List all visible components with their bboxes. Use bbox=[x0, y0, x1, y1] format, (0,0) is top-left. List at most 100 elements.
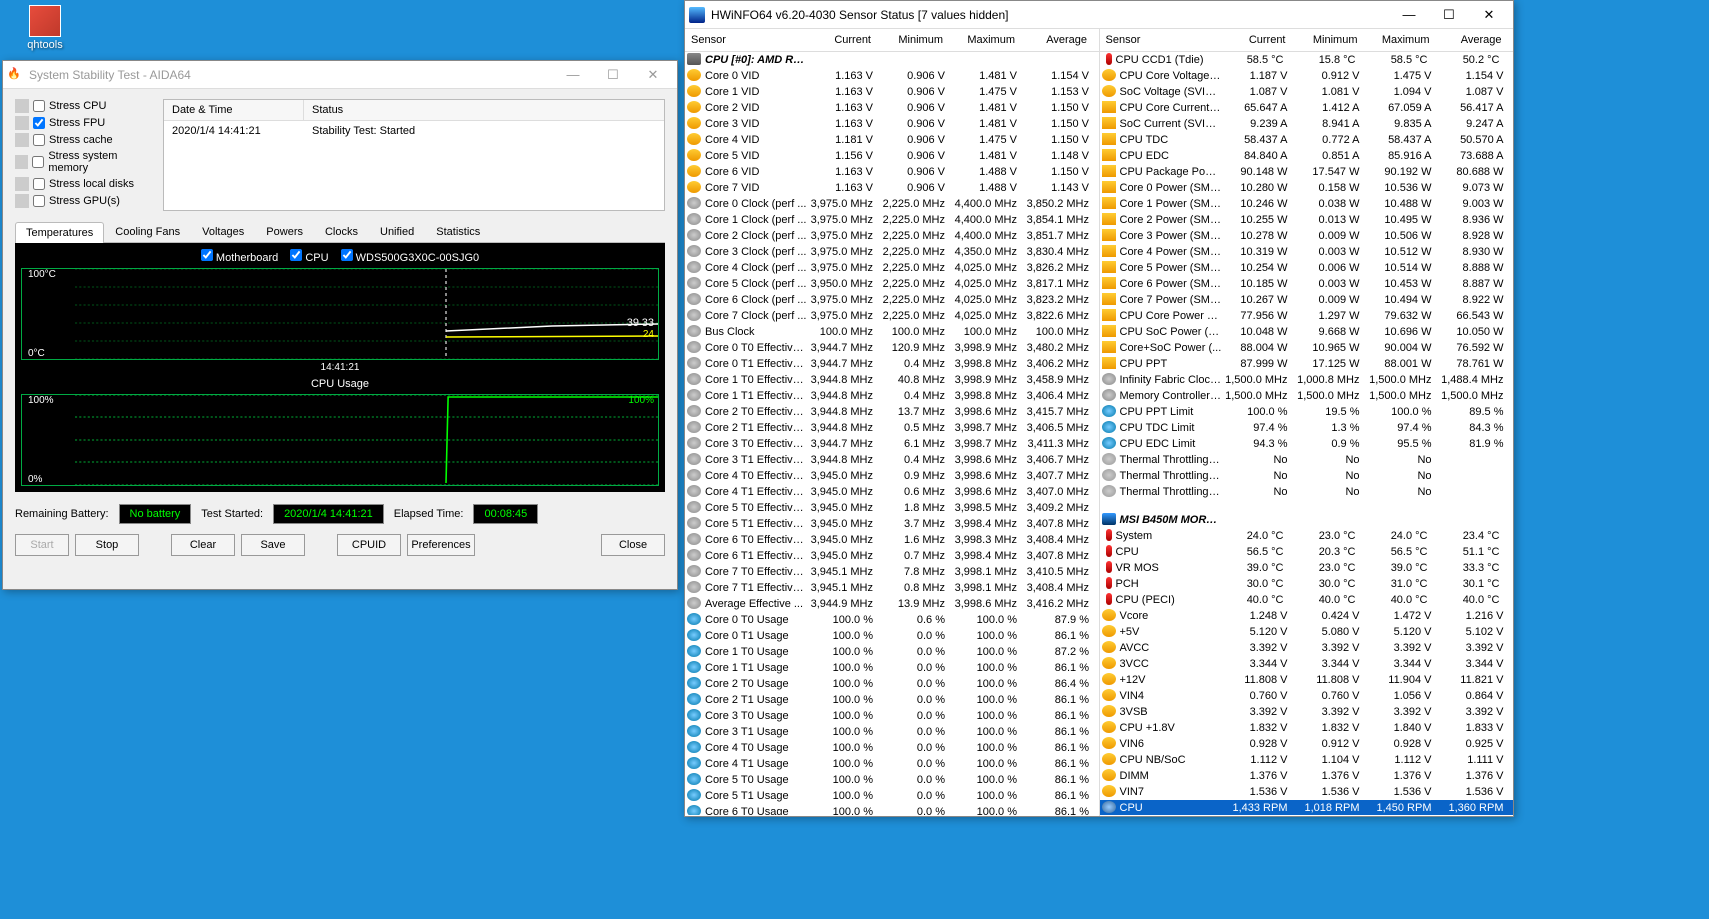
tab-statistics[interactable]: Statistics bbox=[425, 221, 491, 242]
legend-motherboard[interactable]: Motherboard bbox=[201, 252, 278, 264]
stress-check-0[interactable]: Stress CPU bbox=[15, 99, 155, 113]
column-header-current[interactable]: Current bbox=[1220, 29, 1292, 51]
sensor-row[interactable]: CPU Package Powe...90.148 W17.547 W90.19… bbox=[1100, 164, 1514, 180]
tab-clocks[interactable]: Clocks bbox=[314, 221, 369, 242]
sensor-row[interactable]: CPU Core Power (S...77.956 W1.297 W79.63… bbox=[1100, 308, 1514, 324]
sensor-row[interactable]: Core 6 T0 Effective...3,945.0 MHz1.6 MHz… bbox=[685, 532, 1099, 548]
column-header-minimum[interactable]: Minimum bbox=[877, 29, 949, 51]
column-header-maximum[interactable]: Maximum bbox=[949, 29, 1021, 51]
sensor-row[interactable]: Core 1 Clock (perf ...3,975.0 MHz2,225.0… bbox=[685, 212, 1099, 228]
sensor-row[interactable]: CPU Core Current (...65.647 A1.412 A67.0… bbox=[1100, 100, 1514, 116]
sensor-row[interactable]: CPU Core Voltage (...1.187 V0.912 V1.475… bbox=[1100, 68, 1514, 84]
sensor-row[interactable]: CPU PPT87.999 W17.125 W88.001 W78.761 W bbox=[1100, 356, 1514, 372]
column-header-sensor[interactable]: Sensor bbox=[1100, 29, 1220, 51]
sensor-row[interactable]: Core 2 T1 Effective...3,944.8 MHz0.5 MHz… bbox=[685, 420, 1099, 436]
sensor-row[interactable]: Core 3 T0 Effective...3,944.7 MHz6.1 MHz… bbox=[685, 436, 1099, 452]
tab-voltages[interactable]: Voltages bbox=[191, 221, 255, 242]
sensor-row[interactable]: Core 3 Clock (perf ...3,975.0 MHz2,225.0… bbox=[685, 244, 1099, 260]
sensor-row[interactable]: Memory Controller ...1,500.0 MHz1,500.0 … bbox=[1100, 388, 1514, 404]
stress-check-2[interactable]: Stress cache bbox=[15, 133, 155, 147]
sensor-row[interactable]: 3VCC3.344 V3.344 V3.344 V3.344 V bbox=[1100, 656, 1514, 672]
sensor-row[interactable]: CPU SoC Power (SV...10.048 W9.668 W10.69… bbox=[1100, 324, 1514, 340]
stress-check-1[interactable]: Stress FPU bbox=[15, 116, 155, 130]
sensor-row[interactable]: Core 3 T0 Usage100.0 %0.0 %100.0 %86.1 % bbox=[685, 708, 1099, 724]
sensor-row[interactable]: Core 7 Power (SMU)10.267 W0.009 W10.494 … bbox=[1100, 292, 1514, 308]
sensor-row[interactable]: Core 6 T1 Effective...3,945.0 MHz0.7 MHz… bbox=[685, 548, 1099, 564]
sensor-row[interactable]: CPU EDC Limit94.3 %0.9 %95.5 %81.9 % bbox=[1100, 436, 1514, 452]
sensor-row[interactable]: Core 1 Power (SMU)10.246 W0.038 W10.488 … bbox=[1100, 196, 1514, 212]
sensor-row[interactable]: MSI B450M MORTA... bbox=[1100, 512, 1514, 528]
sensor-row[interactable]: Core 5 T0 Effective...3,945.0 MHz1.8 MHz… bbox=[685, 500, 1099, 516]
sensor-row[interactable]: Core 7 T1 Effective...3,945.1 MHz0.8 MHz… bbox=[685, 580, 1099, 596]
sensor-row[interactable]: Core 2 Power (SMU)10.255 W0.013 W10.495 … bbox=[1100, 212, 1514, 228]
stress-check-3[interactable]: Stress system memory bbox=[15, 150, 155, 174]
sensor-row[interactable]: 3VSB3.392 V3.392 V3.392 V3.392 V bbox=[1100, 704, 1514, 720]
clear-button[interactable]: Clear bbox=[171, 534, 235, 556]
sensor-row[interactable]: Core 4 T1 Usage100.0 %0.0 %100.0 %86.1 % bbox=[685, 756, 1099, 772]
sensor-row[interactable]: Core 4 Power (SMU)10.319 W0.003 W10.512 … bbox=[1100, 244, 1514, 260]
sensor-row[interactable]: Core 2 T0 Effective...3,944.8 MHz13.7 MH… bbox=[685, 404, 1099, 420]
sensor-row[interactable]: Core 7 VID1.163 V0.906 V1.488 V1.143 V bbox=[685, 180, 1099, 196]
sensor-row[interactable]: AVCC3.392 V3.392 V3.392 V3.392 V bbox=[1100, 640, 1514, 656]
preferences-button[interactable]: Preferences bbox=[407, 534, 475, 556]
sensor-row[interactable]: System24.0 °C23.0 °C24.0 °C23.4 °C bbox=[1100, 528, 1514, 544]
sensor-row[interactable]: Average Effective ...3,944.9 MHz13.9 MHz… bbox=[685, 596, 1099, 612]
sensor-row[interactable]: VIN40.760 V0.760 V1.056 V0.864 V bbox=[1100, 688, 1514, 704]
sensor-row[interactable]: +5V5.120 V5.080 V5.120 V5.102 V bbox=[1100, 624, 1514, 640]
tab-cooling-fans[interactable]: Cooling Fans bbox=[104, 221, 191, 242]
close-dialog-button[interactable]: Close bbox=[601, 534, 665, 556]
sensor-row[interactable]: Core 2 VID1.163 V0.906 V1.481 V1.150 V bbox=[685, 100, 1099, 116]
sensor-row[interactable]: PCH30.0 °C30.0 °C31.0 °C30.1 °C bbox=[1100, 576, 1514, 592]
sensor-row[interactable]: Core 1 VID1.163 V0.906 V1.475 V1.153 V bbox=[685, 84, 1099, 100]
column-header-sensor[interactable]: Sensor bbox=[685, 29, 805, 51]
sensor-row[interactable]: Core 0 T1 Usage100.0 %0.0 %100.0 %86.1 % bbox=[685, 628, 1099, 644]
sensor-row[interactable]: VIN60.928 V0.912 V0.928 V0.925 V bbox=[1100, 736, 1514, 752]
sensor-row[interactable]: CPU EDC84.840 A0.851 A85.916 A73.688 A bbox=[1100, 148, 1514, 164]
column-header-current[interactable]: Current bbox=[805, 29, 877, 51]
sensor-row[interactable]: Core 0 VID1.163 V0.906 V1.481 V1.154 V bbox=[685, 68, 1099, 84]
sensor-row[interactable]: Core 3 T1 Usage100.0 %0.0 %100.0 %86.1 % bbox=[685, 724, 1099, 740]
stress-check-5[interactable]: Stress GPU(s) bbox=[15, 194, 155, 208]
sensor-row[interactable]: Core 0 T0 Effective...3,944.7 MHz120.9 M… bbox=[685, 340, 1099, 356]
sensor-row[interactable]: Core 0 T0 Usage100.0 %0.6 %100.0 %87.9 % bbox=[685, 612, 1099, 628]
column-header-maximum[interactable]: Maximum bbox=[1364, 29, 1436, 51]
sensor-row[interactable]: Core 2 Clock (perf ...3,975.0 MHz2,225.0… bbox=[685, 228, 1099, 244]
sensor-row[interactable]: Core 1 T0 Effective...3,944.8 MHz40.8 MH… bbox=[685, 372, 1099, 388]
legend-cpu[interactable]: CPU bbox=[290, 252, 328, 264]
sensor-row[interactable]: Infinity Fabric Clock...1,500.0 MHz1,000… bbox=[1100, 372, 1514, 388]
sensor-row[interactable]: CPU NB/SoC1.112 V1.104 V1.112 V1.111 V bbox=[1100, 752, 1514, 768]
column-header-minimum[interactable]: Minimum bbox=[1292, 29, 1364, 51]
maximize-button[interactable]: ☐ bbox=[1429, 1, 1469, 29]
sensor-row[interactable]: CPU PPT Limit100.0 %19.5 %100.0 %89.5 % bbox=[1100, 404, 1514, 420]
sensor-row[interactable]: Core 0 T1 Effective...3,944.7 MHz0.4 MHz… bbox=[685, 356, 1099, 372]
sensor-row[interactable]: Core 0 Power (SMU)10.280 W0.158 W10.536 … bbox=[1100, 180, 1514, 196]
sensor-row[interactable]: Core 2 T1 Usage100.0 %0.0 %100.0 %86.1 % bbox=[685, 692, 1099, 708]
sensor-row[interactable]: CPU (PECI)40.0 °C40.0 °C40.0 °C40.0 °C bbox=[1100, 592, 1514, 608]
sensor-row[interactable]: Core 6 Power (SMU)10.185 W0.003 W10.453 … bbox=[1100, 276, 1514, 292]
sensor-row[interactable]: CPU [#0]: AMD Ryz... bbox=[685, 52, 1099, 68]
sensor-row[interactable]: Thermal Throttling (...NoNoNo bbox=[1100, 452, 1514, 468]
sensor-row[interactable]: Core 7 T0 Effective...3,945.1 MHz7.8 MHz… bbox=[685, 564, 1099, 580]
sensor-row[interactable]: Bus Clock100.0 MHz100.0 MHz100.0 MHz100.… bbox=[685, 324, 1099, 340]
sensor-row[interactable]: CPU1,433 RPM1,018 RPM1,450 RPM1,360 RPM bbox=[1100, 800, 1514, 815]
column-header-average[interactable]: Average bbox=[1021, 29, 1093, 51]
sensor-row[interactable]: Core 3 VID1.163 V0.906 V1.481 V1.150 V bbox=[685, 116, 1099, 132]
legend-wds500g3x0c-00sjg0[interactable]: WDS500G3X0C-00SJG0 bbox=[341, 252, 480, 264]
sensor-row[interactable]: Core 3 T1 Effective...3,944.8 MHz0.4 MHz… bbox=[685, 452, 1099, 468]
sensor-row[interactable]: Core 6 T0 Usage100.0 %0.0 %100.0 %86.1 % bbox=[685, 804, 1099, 815]
sensor-row[interactable]: Thermal Throttling (...NoNoNo bbox=[1100, 468, 1514, 484]
sensor-row[interactable]: Core 3 Power (SMU)10.278 W0.009 W10.506 … bbox=[1100, 228, 1514, 244]
sensor-row[interactable]: Core 5 Clock (perf ...3,950.0 MHz2,225.0… bbox=[685, 276, 1099, 292]
sensor-row[interactable]: Core 4 Clock (perf ...3,975.0 MHz2,225.0… bbox=[685, 260, 1099, 276]
tab-temperatures[interactable]: Temperatures bbox=[15, 222, 104, 243]
sensor-row[interactable]: VIN71.536 V1.536 V1.536 V1.536 V bbox=[1100, 784, 1514, 800]
hw-titlebar[interactable]: HWiNFO64 v6.20-4030 Sensor Status [7 val… bbox=[685, 1, 1513, 29]
aida-titlebar[interactable]: 🔥 System Stability Test - AIDA64 — ☐ ✕ bbox=[3, 61, 677, 89]
sensor-row[interactable]: DIMM1.376 V1.376 V1.376 V1.376 V bbox=[1100, 768, 1514, 784]
sensor-row[interactable]: Core 5 Power (SMU)10.254 W0.006 W10.514 … bbox=[1100, 260, 1514, 276]
sensor-row[interactable]: SoC Voltage (SVI2 ...1.087 V1.081 V1.094… bbox=[1100, 84, 1514, 100]
sensor-row[interactable]: Core 1 T0 Usage100.0 %0.0 %100.0 %87.2 % bbox=[685, 644, 1099, 660]
sensor-row[interactable]: CPU CCD1 (Tdie)58.5 °C15.8 °C58.5 °C50.2… bbox=[1100, 52, 1514, 68]
sensor-row[interactable]: Core 7 Clock (perf ...3,975.0 MHz2,225.0… bbox=[685, 308, 1099, 324]
column-header-average[interactable]: Average bbox=[1436, 29, 1508, 51]
